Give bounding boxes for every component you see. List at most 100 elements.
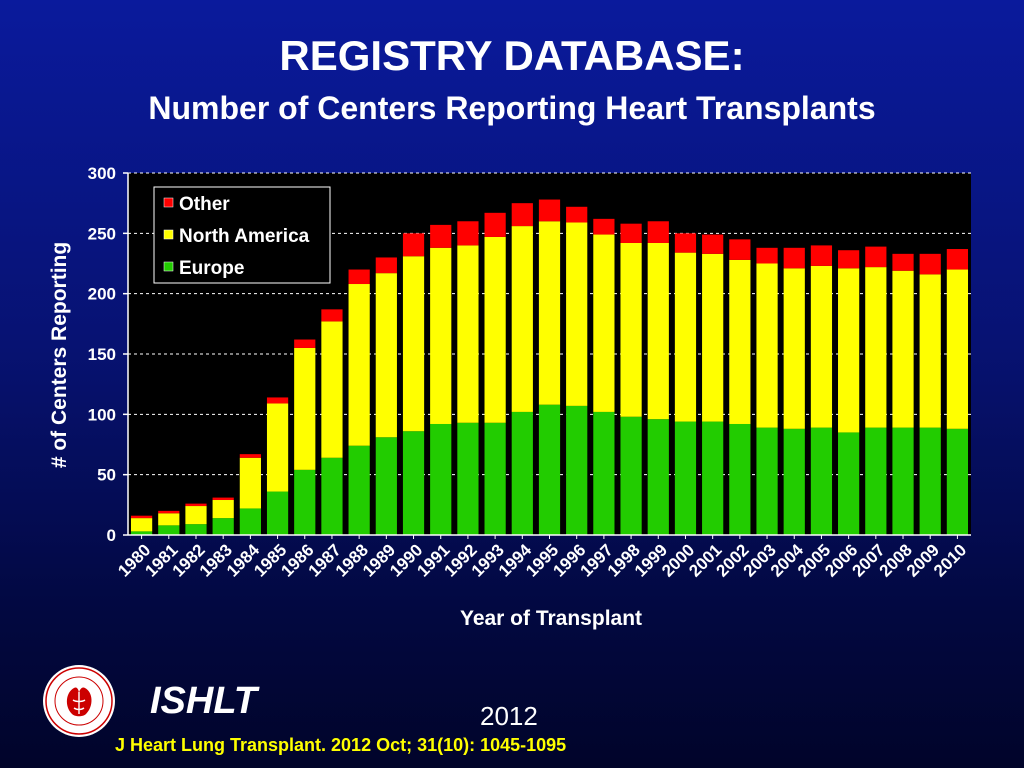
bar-segment-europe (239, 508, 261, 535)
bar-segment-other (212, 497, 234, 501)
bar-segment-other (185, 503, 207, 507)
publication-year: 2012 (480, 701, 538, 731)
bar-segment-other (158, 510, 180, 514)
bar-segment-europe (946, 428, 969, 535)
bar-segment-north-america (294, 347, 316, 470)
chart-subtitle: Number of Centers Reporting Heart Transp… (148, 90, 876, 126)
bar-segment-north-america (538, 221, 561, 405)
bar-segment-other (266, 397, 289, 404)
bar-segment-europe (674, 421, 697, 535)
bar-segment-north-america (484, 236, 506, 423)
bar-segment-north-america (212, 500, 234, 519)
organization-name: ISHLT (150, 680, 257, 722)
y-tick-label: 50 (97, 466, 116, 485)
bar-segment-other (702, 234, 724, 254)
journal-citation: J Heart Lung Transplant. 2012 Oct; 31(10… (115, 735, 567, 755)
bar-segment-north-america (647, 242, 669, 420)
y-tick-label: 200 (88, 285, 116, 304)
bar-segment-north-america (810, 265, 833, 428)
bar-segment-north-america (158, 513, 180, 526)
x-tick-label: 2010 (930, 540, 970, 580)
bar-segment-north-america (593, 234, 615, 412)
bar-segment-other (402, 233, 425, 257)
bar-segment-other (538, 199, 561, 222)
bar-segment-north-america (511, 226, 533, 412)
bar-segment-north-america (185, 506, 207, 525)
bar-segment-europe (212, 518, 234, 535)
bar-segment-other (130, 515, 153, 519)
y-tick-label: 150 (88, 345, 116, 364)
legend: Other North America Europe (153, 186, 331, 284)
bar-segment-other (892, 253, 914, 271)
bar-segment-europe (294, 469, 316, 535)
bar-segment-europe (919, 427, 941, 535)
bar-segment-europe (511, 411, 533, 535)
bar-segment-north-america (838, 268, 860, 433)
bar-segment-other (294, 339, 316, 348)
bar-segment-other (946, 249, 969, 270)
y-axis-label: # of Centers Reporting (48, 242, 71, 468)
bar-segment-other (674, 233, 697, 253)
bar-segment-other (647, 221, 669, 243)
bar-segment-north-america (130, 518, 153, 532)
bar-segment-other (375, 257, 397, 274)
bar-segment-other (620, 223, 642, 243)
bar-segment-europe (402, 431, 425, 535)
bar-segment-north-america (239, 457, 261, 509)
bar-segment-north-america (919, 274, 941, 428)
bar-segment-europe (266, 491, 289, 535)
bar-segment-other (756, 247, 778, 264)
bar-segment-north-america (430, 247, 452, 424)
ishlt-logo (43, 665, 115, 737)
legend-swatch-europe (163, 261, 174, 272)
bar-segment-north-america (946, 269, 969, 429)
bar-segment-other (511, 203, 533, 227)
y-tick-label: 100 (88, 405, 116, 424)
bar-segment-europe (538, 404, 561, 535)
bar-segment-europe (620, 416, 642, 535)
bar-segment-north-america (266, 403, 289, 492)
bar-segment-europe (348, 445, 370, 535)
bar-segment-north-america (892, 270, 914, 428)
bar-segment-europe (130, 531, 153, 535)
bar-segment-other (729, 239, 751, 260)
bar-segment-other (919, 253, 941, 275)
bar-segment-other (239, 454, 261, 458)
bar-segment-other (321, 309, 343, 322)
bar-segment-europe (647, 419, 669, 535)
bar-segment-north-america (783, 268, 805, 429)
bar-segment-europe (892, 427, 914, 535)
bar-segment-north-america (756, 263, 778, 428)
bar-segment-north-america (566, 222, 588, 406)
bar-segment-europe (756, 427, 778, 535)
bar-segment-other (810, 245, 833, 266)
bar-segment-europe (375, 437, 397, 535)
bar-segment-other (430, 224, 452, 248)
y-tick-label: 250 (88, 224, 116, 243)
bar-segment-north-america (729, 259, 751, 424)
bar-segment-north-america (375, 273, 397, 438)
bar-segment-europe (729, 423, 751, 535)
bar-segment-other (838, 250, 860, 269)
legend-swatch-other (163, 197, 174, 208)
bar-segment-other (348, 269, 370, 285)
bar-segment-north-america (402, 256, 425, 432)
bar-segment-europe (185, 524, 207, 535)
legend-box (153, 186, 331, 284)
legend-label-other: Other (179, 194, 230, 215)
legend-label-europe: Europe (179, 258, 244, 279)
bar-segment-other (457, 221, 479, 246)
bar-segment-europe (593, 411, 615, 535)
bar-segment-europe (865, 427, 887, 535)
bar-segment-north-america (348, 284, 370, 446)
bar-segment-europe (484, 422, 506, 535)
bar-segment-north-america (702, 253, 724, 422)
bar-segment-other (783, 247, 805, 269)
bar-segment-north-america (865, 267, 887, 428)
bar-segment-europe (158, 525, 180, 535)
bar-segment-north-america (321, 321, 343, 458)
x-axis-label: Year of Transplant (460, 607, 642, 630)
bar-segment-europe (838, 432, 860, 535)
bar-segment-europe (783, 428, 805, 535)
bar-segment-north-america (674, 252, 697, 422)
